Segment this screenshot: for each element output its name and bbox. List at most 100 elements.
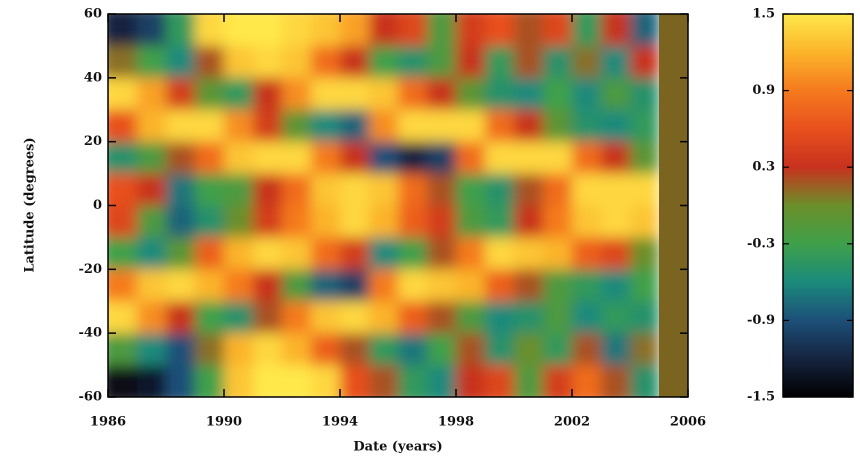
heat-cell — [456, 109, 486, 143]
y-tick-label: 0 — [93, 198, 102, 213]
heat-cell — [427, 301, 457, 334]
heat-cell — [398, 173, 428, 206]
heat-cell — [630, 301, 660, 334]
heat-cell — [340, 269, 370, 302]
heat-field — [108, 14, 660, 397]
missing-cell — [659, 365, 688, 397]
y-tick-label: 60 — [84, 7, 102, 22]
heat-cell — [369, 77, 399, 111]
heat-cell — [485, 109, 515, 143]
heat-cell — [195, 173, 225, 206]
missing-cell — [659, 141, 688, 175]
heat-cell — [398, 45, 428, 79]
missing-cell — [659, 205, 688, 238]
heat-cell — [108, 205, 138, 238]
heat-cell — [166, 237, 196, 270]
heat-cell — [427, 333, 457, 366]
heat-cell — [543, 109, 573, 143]
heat-cell — [543, 237, 573, 270]
heat-cell — [630, 333, 660, 366]
heat-cell — [514, 301, 544, 334]
heat-cell — [224, 45, 254, 79]
missing-cell — [659, 77, 688, 111]
heat-cell — [398, 301, 428, 334]
heat-cell — [340, 365, 370, 397]
heat-cell — [572, 237, 602, 270]
heat-cell — [572, 77, 602, 111]
x-tick-label: 2002 — [554, 415, 590, 430]
heat-cell — [195, 333, 225, 366]
heat-cell — [485, 237, 515, 270]
heat-cell — [311, 269, 341, 302]
heat-cell — [195, 141, 225, 175]
heat-cell — [630, 45, 660, 79]
heat-cell — [427, 205, 457, 238]
heat-cell — [224, 301, 254, 334]
heat-cell — [224, 77, 254, 111]
heat-cell — [630, 205, 660, 238]
heat-cell — [195, 301, 225, 334]
heat-cell — [166, 45, 196, 79]
heat-cell — [195, 109, 225, 143]
heat-cell — [137, 269, 167, 302]
heat-cell — [456, 14, 486, 47]
heat-cell — [398, 365, 428, 397]
y-tick-label: -20 — [79, 262, 103, 277]
y-tick-label: -40 — [79, 326, 103, 341]
heat-cell — [311, 45, 341, 79]
heat-cell — [572, 14, 602, 47]
heat-cell — [340, 109, 370, 143]
heat-cell — [485, 77, 515, 111]
heat-cell — [630, 109, 660, 143]
heat-cell — [427, 109, 457, 143]
heat-cell — [340, 141, 370, 175]
heat-cell — [340, 301, 370, 334]
heat-cell — [224, 109, 254, 143]
heat-cell — [311, 205, 341, 238]
heat-cell — [485, 301, 515, 334]
missing-cell — [659, 333, 688, 366]
heat-cell — [340, 14, 370, 47]
heat-cell — [601, 237, 631, 270]
heat-cell — [427, 77, 457, 111]
x-tick-label: 1986 — [90, 415, 126, 430]
heat-cell — [340, 173, 370, 206]
heat-cell — [108, 301, 138, 334]
heat-cell — [514, 45, 544, 79]
heat-cell — [485, 205, 515, 238]
heat-cell — [427, 173, 457, 206]
heat-cell — [543, 333, 573, 366]
missing-cell — [659, 14, 688, 47]
heat-cell — [253, 173, 283, 206]
heat-cell — [456, 269, 486, 302]
heat-cell — [253, 77, 283, 111]
heat-cell — [224, 173, 254, 206]
heat-cell — [253, 141, 283, 175]
heat-cell — [108, 14, 138, 47]
heat-cell — [514, 237, 544, 270]
heat-cell — [311, 237, 341, 270]
heat-cell — [282, 141, 312, 175]
heat-cell — [108, 333, 138, 366]
heat-cell — [456, 301, 486, 334]
heat-cell — [195, 14, 225, 47]
heat-cell — [601, 301, 631, 334]
heat-cell — [311, 301, 341, 334]
heat-cell — [108, 77, 138, 111]
heat-cell — [282, 77, 312, 111]
heat-cell — [166, 109, 196, 143]
heat-cell — [166, 269, 196, 302]
y-tick-label: 20 — [84, 134, 102, 149]
heat-cell — [514, 141, 544, 175]
heat-cell — [311, 109, 341, 143]
heat-cell — [166, 14, 196, 47]
heat-cell — [253, 45, 283, 79]
heat-cell — [224, 237, 254, 270]
heat-cell — [137, 109, 167, 143]
heat-cell — [369, 173, 399, 206]
heat-cell — [630, 365, 660, 397]
heat-cell — [630, 77, 660, 111]
y-tick-label: 40 — [84, 70, 102, 85]
heat-cell — [485, 365, 515, 397]
